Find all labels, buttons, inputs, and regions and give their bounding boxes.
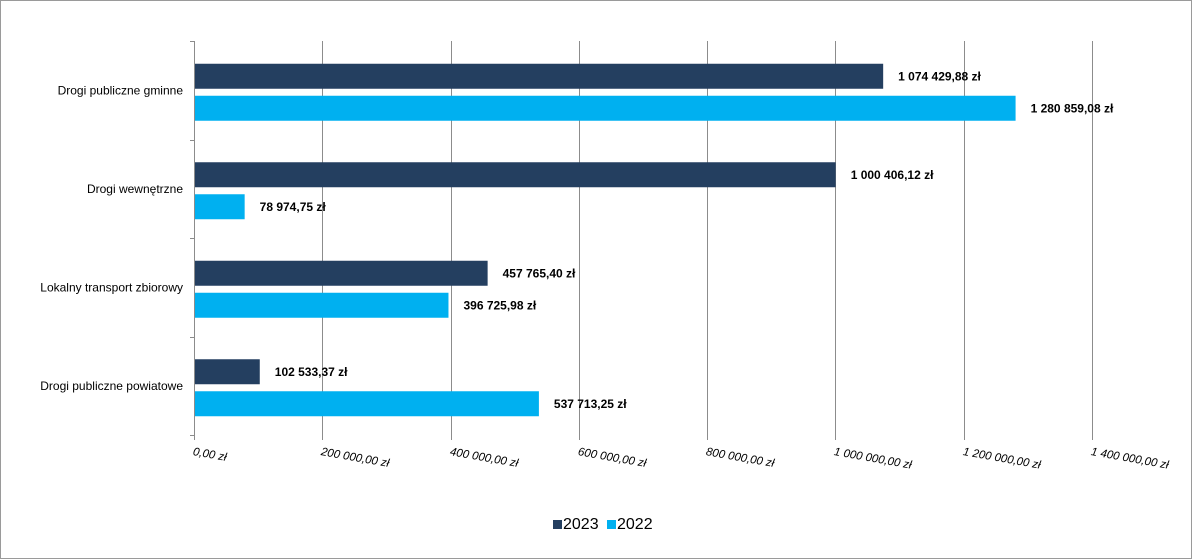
data-label: 537 713,25 zł: [554, 397, 627, 411]
x-tick-label: 1 200 000,00 zł: [962, 446, 1042, 472]
category-label: Drogi publiczne gminne: [58, 83, 184, 97]
data-label: 102 533,37 zł: [275, 365, 348, 379]
x-tick-label: 0,00 zł: [192, 446, 228, 464]
bar-2023: [195, 260, 488, 286]
data-label: 78 974,75 zł: [260, 200, 327, 214]
bar-2023: [195, 63, 884, 89]
category-label: Drogi wewnętrzne: [87, 182, 183, 196]
data-label: 1 074 429,88 zł: [898, 69, 981, 83]
data-label: 1 280 859,08 zł: [1031, 101, 1114, 115]
bars: [195, 63, 1016, 417]
bar-2022: [195, 391, 539, 417]
x-tick-label: 800 000,00 zł: [705, 446, 776, 470]
legend-label-2023: 2023: [563, 516, 599, 533]
x-tick-label: 200 000,00 zł: [319, 446, 391, 470]
bar-2022: [195, 95, 1016, 121]
bar-2023: [195, 359, 260, 385]
bar-2022: [195, 292, 449, 318]
bar-2023: [195, 162, 836, 188]
x-tick-label: 1 400 000,00 zł: [1090, 446, 1170, 472]
legend-label-2022: 2022: [617, 516, 653, 533]
data-label: 1 000 406,12 zł: [851, 168, 934, 182]
data-label: 457 765,40 zł: [503, 266, 576, 280]
legend: 2023 2022: [553, 516, 653, 533]
x-tick-label: 1 000 000,00 zł: [833, 446, 913, 472]
x-tick-label: 600 000,00 zł: [577, 446, 648, 470]
data-label: 396 725,98 zł: [463, 298, 536, 312]
x-tick-label: 400 000,00 zł: [449, 446, 520, 470]
legend-swatch-2023: [553, 520, 562, 529]
axes: [190, 41, 1093, 440]
category-label: Lokalny transport zbiorowy: [40, 280, 183, 294]
category-label: Drogi publiczne powiatowe: [40, 379, 183, 393]
legend-swatch-2022: [607, 520, 616, 529]
bar-2022: [195, 194, 245, 220]
